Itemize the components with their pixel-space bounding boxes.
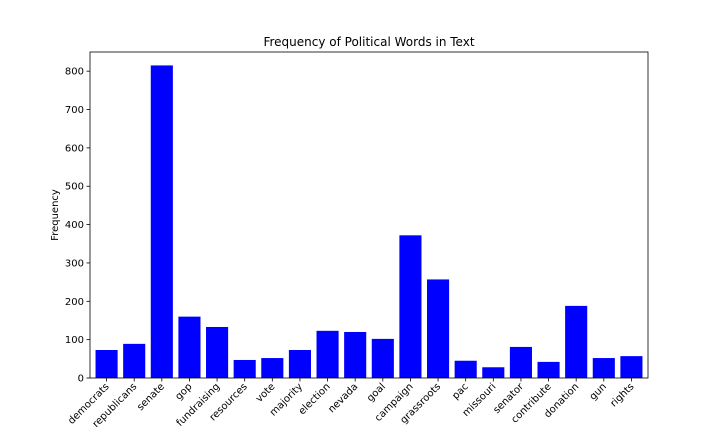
bar-pac [454,360,477,378]
bar-goal [371,338,394,378]
y-axis-ticks: 0 100 200 300 400 500 600 700 800 [65,67,90,385]
bar-majority [288,350,311,378]
bar-election [316,330,339,378]
x-tick-label: rights [608,381,636,409]
x-tick-label: gop [173,381,194,402]
bar-senate [150,65,173,379]
y-axis-label: Frequency [50,189,61,241]
bar-nevada [344,331,367,378]
bar-grassroots [427,279,450,378]
bar-fundraising [206,326,229,378]
bar-gop [178,316,201,378]
bar-vote [261,358,284,378]
x-tick-label: vote [254,381,277,404]
y-tick-label: 0 [78,374,84,385]
y-tick-label: 800 [65,67,84,78]
bar-republicans [123,343,146,378]
bar-contribute [537,361,560,378]
bar-resources [233,359,256,378]
y-tick-label: 700 [65,105,84,116]
bar-democrats [95,350,118,378]
bar-missouri [482,367,505,378]
chart-title: Frequency of Political Words in Text [263,35,474,49]
bar-senator [509,346,532,378]
y-tick-label: 100 [65,335,84,346]
y-tick-label: 600 [65,143,84,154]
y-tick-label: 400 [65,220,84,231]
bar-campaign [399,235,422,378]
x-tick-label: goal [365,381,388,404]
bar-gun [592,358,615,378]
y-tick-label: 500 [65,182,84,193]
x-tick-label: pac [450,381,470,401]
x-tick-label: gun [588,381,609,402]
x-tick-label: senate [135,381,167,413]
bar-rights [620,356,643,378]
bar-donation [565,305,588,378]
y-tick-label: 200 [65,297,84,308]
plot-area-frame [89,51,649,379]
bars-group [95,65,643,379]
y-tick-label: 300 [65,258,84,269]
x-tick-label: nevada [326,381,360,415]
